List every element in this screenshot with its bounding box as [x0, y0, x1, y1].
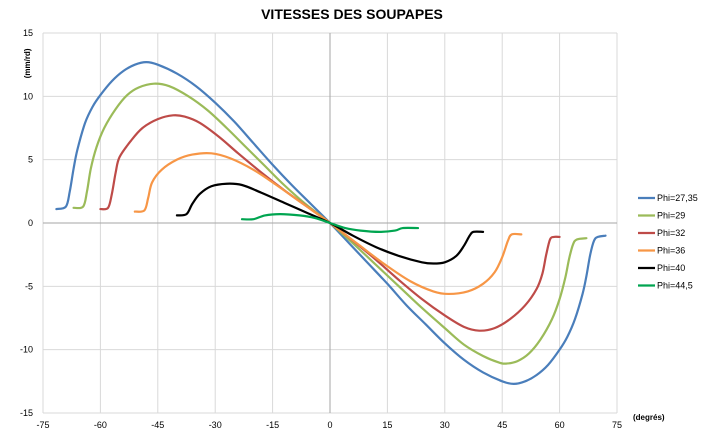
legend-label-2: Phi=29 [657, 211, 685, 221]
legend-label-6: Phi=44,5 [657, 281, 693, 291]
series-line-4 [133, 152, 523, 296]
x-tick-label: -75 [36, 420, 49, 430]
x-tick-label: 45 [497, 420, 507, 430]
series-line-5 [175, 182, 485, 265]
x-tick-label: 60 [555, 420, 565, 430]
legend-label-4: Phi=36 [657, 246, 685, 256]
legend-label-3: Phi=32 [657, 228, 685, 238]
x-tick-label: -60 [94, 420, 107, 430]
y-tick-label: -15 [20, 408, 33, 418]
x-tick-label: 15 [382, 420, 392, 430]
x-axis-label: (degrés) [633, 413, 665, 422]
series-line-1 [55, 61, 607, 385]
legend-label-5: Phi=40 [657, 263, 685, 273]
y-axis-label: (mm/rd) [23, 48, 32, 78]
legend-label-1: Phi=27,35 [657, 193, 698, 203]
y-tick-label: -10 [20, 345, 33, 355]
series-line-6 [240, 213, 420, 233]
y-tick-label: 15 [23, 28, 33, 38]
y-tick-label: 0 [28, 218, 33, 228]
x-tick-label: 0 [327, 420, 332, 430]
y-tick-label: 5 [28, 155, 33, 165]
x-tick-label: -30 [209, 420, 222, 430]
x-tick-label: -45 [151, 420, 164, 430]
y-tick-label: 10 [23, 91, 33, 101]
chart-title: VITESSES DES SOUPAPES [261, 6, 443, 22]
y-tick-label: -5 [25, 281, 33, 291]
x-tick-label: 75 [612, 420, 622, 430]
x-tick-label: -15 [266, 420, 279, 430]
x-tick-label: 30 [440, 420, 450, 430]
